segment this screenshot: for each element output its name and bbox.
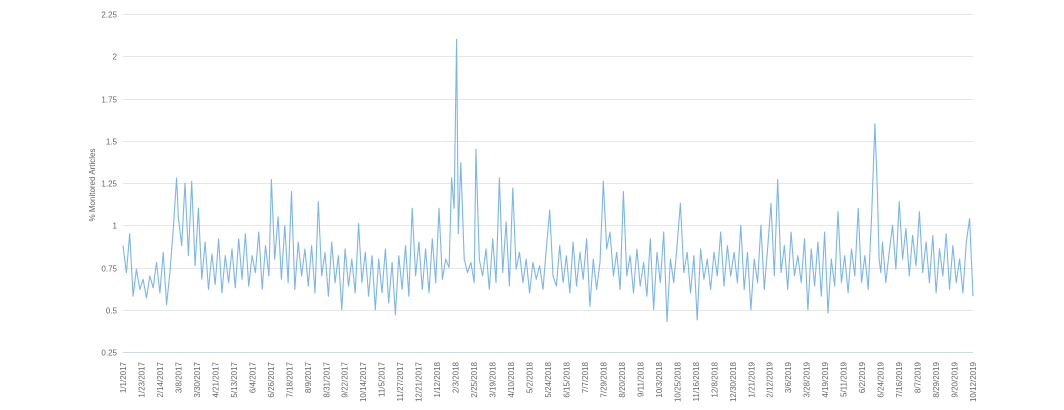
x-tick-label: 8/7/2019: [914, 361, 923, 393]
x-tick-label: 5/2/2018: [526, 361, 535, 393]
x-tick-label: 3/30/2017: [193, 361, 202, 397]
x-tick-label: 6/15/2018: [562, 361, 571, 397]
x-tick-label: 6/26/2017: [267, 361, 276, 397]
x-tick-label: 6/24/2019: [877, 361, 886, 397]
y-tick-label: 1: [113, 222, 118, 231]
x-tick-label: 7/16/2019: [895, 361, 904, 397]
x-tick-label: 8/20/2018: [618, 361, 627, 397]
y-tick-label: 0.5: [106, 307, 118, 316]
y-tick-label: 0.75: [101, 265, 117, 274]
y-tick-label: 1.5: [106, 138, 118, 147]
x-tick-label: 5/24/2018: [544, 361, 553, 397]
x-tick-label: 5/13/2017: [230, 361, 239, 397]
x-tick-label: 10/3/2018: [655, 361, 664, 397]
x-tick-label: 11/5/2017: [378, 361, 387, 397]
x-tick-label: 2/3/2018: [452, 361, 461, 393]
x-tick-label: 8/31/2017: [322, 361, 331, 397]
series-line: [122, 38, 974, 323]
x-tick-label: 10/12/2019: [969, 361, 978, 402]
x-tick-label: 3/6/2019: [784, 361, 793, 393]
x-tick-label: 3/28/2019: [803, 361, 812, 397]
x-tick-label: 1/1/2017: [119, 361, 128, 393]
x-tick-label: 1/12/2018: [433, 361, 442, 397]
y-tick-label: 2: [113, 53, 118, 62]
x-tick-label: 1/21/2019: [747, 361, 756, 397]
x-tick-label: 9/20/2019: [951, 361, 960, 397]
y-tick-label: 0.25: [101, 349, 117, 358]
y-tick-label: 2.25: [101, 11, 117, 20]
x-tick-label: 4/21/2017: [211, 361, 220, 397]
x-tick-label: 2/25/2018: [470, 361, 479, 397]
x-tick-label: 8/9/2017: [304, 361, 313, 393]
x-tick-label: 1/23/2017: [137, 361, 146, 397]
x-axis-tick-labels: 1/1/2017 1/23/2017 2/14/2017 3/8/2017 3/30/2…: [119, 361, 978, 402]
x-tick-label: 5/11/2019: [840, 361, 849, 397]
x-tick-label: 8/29/2019: [932, 361, 941, 397]
x-tick-label: 12/30/2018: [729, 361, 738, 402]
x-tick-label: 11/27/2017: [396, 361, 405, 401]
x-tick-label: 4/19/2019: [821, 361, 830, 397]
x-tick-label: 3/8/2017: [174, 361, 183, 393]
x-tick-label: 3/19/2018: [489, 361, 498, 397]
x-tick-label: 12/21/2017: [415, 361, 424, 402]
x-tick-label: 10/14/2017: [359, 361, 368, 402]
x-tick-label: 12/8/2018: [710, 361, 719, 397]
x-tick-label: 7/7/2018: [581, 361, 590, 393]
x-tick-label: 10/25/2018: [673, 361, 682, 402]
grid-lines: [123, 14, 973, 353]
y-axis-tick-labels: 0.25 0.5 0.75 1 1.25 1.5 1.75 2 2.25: [101, 11, 117, 358]
x-tick-label: 9/22/2017: [341, 361, 350, 397]
x-tick-label: 2/14/2017: [156, 361, 165, 397]
x-tick-label: 11/16/2018: [692, 361, 701, 401]
x-tick-label: 2/12/2019: [766, 361, 775, 397]
y-tick-label: 1.75: [101, 96, 117, 105]
x-tick-label: 6/4/2017: [248, 361, 257, 393]
y-axis-title: % Monitored Articles: [88, 149, 97, 222]
x-tick-label: 4/10/2018: [507, 361, 516, 397]
series-layer: [122, 38, 974, 323]
x-tick-label: 9/11/2018: [636, 361, 645, 397]
x-tick-label: 7/29/2018: [599, 361, 608, 397]
y-tick-label: 1.25: [101, 180, 117, 189]
x-tick-label: 7/18/2017: [285, 361, 294, 397]
x-tick-label: 6/2/2019: [858, 361, 867, 393]
